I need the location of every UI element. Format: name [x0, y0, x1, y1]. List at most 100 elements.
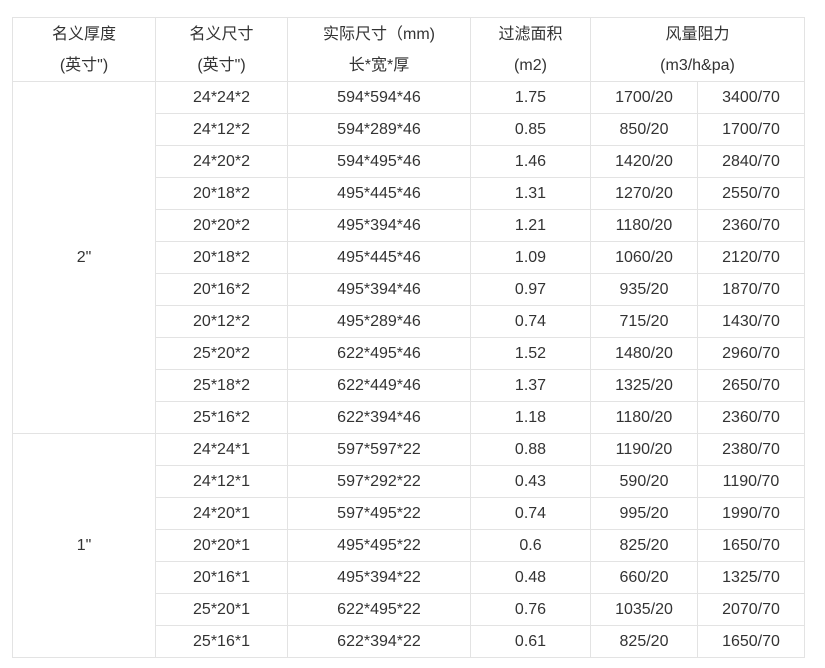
nominal-size-cell: 20*18*2 [155, 241, 288, 274]
filter-area-cell: 0.6 [470, 529, 591, 562]
filter-area-cell: 0.74 [470, 305, 591, 338]
table-row: 24*12*1 597*292*22 0.43 590/20 1190/70 [13, 465, 806, 498]
nominal-size-cell: 25*16*1 [155, 625, 288, 658]
header-line: 风量阻力 [665, 25, 730, 43]
filter-area-cell: 1.52 [470, 337, 591, 370]
header-nominal-size: 名义尺寸 (英寸") [155, 17, 288, 82]
filter-area-cell: 1.46 [470, 145, 591, 178]
actual-size-cell: 495*495*22 [287, 529, 471, 562]
table-row: 20*18*2 495*445*46 1.09 1060/20 2120/70 [13, 241, 806, 274]
table-row: 20*20*1 495*495*22 0.6 825/20 1650/70 [13, 529, 806, 562]
airflow-low-cell: 660/20 [590, 561, 698, 594]
airflow-high-cell: 3400/70 [696, 81, 806, 114]
thickness-cell: 2" [12, 81, 156, 434]
table-row: 2" 24*24*2 594*594*46 1.75 1700/20 3400/70 [12, 81, 806, 434]
table-row: 24*20*1 597*495*22 0.74 995/20 1990/70 [13, 497, 806, 530]
actual-size-cell: 495*445*46 [287, 241, 471, 274]
airflow-low-cell: 590/20 [590, 465, 698, 498]
nominal-size-cell: 24*20*2 [155, 145, 288, 178]
filter-spec-table: 名义厚度 (英寸") 名义尺寸 (英寸") 实际尺寸（mm) 长*宽*厚 过滤面积 (m… [12, 17, 806, 658]
header-thickness: 名义厚度 (英寸") [12, 17, 156, 82]
filter-area-cell: 0.48 [470, 561, 591, 594]
airflow-low-cell: 1480/20 [590, 337, 698, 370]
nominal-size-cell: 20*20*1 [155, 529, 288, 562]
filter-area-cell: 0.76 [470, 593, 591, 626]
airflow-low-cell: 1060/20 [590, 241, 698, 274]
nominal-size-cell: 24*20*1 [155, 497, 288, 530]
header-line: (英寸") [197, 56, 246, 74]
table-row: 20*18*2 495*445*46 1.31 1270/20 2550/70 [13, 177, 806, 210]
airflow-high-cell: 2840/70 [696, 145, 806, 178]
actual-size-cell: 622*449*46 [287, 369, 471, 402]
nominal-size-cell: 20*12*2 [155, 305, 288, 338]
airflow-low-cell: 825/20 [590, 529, 698, 562]
header-line: 名义尺寸 [189, 25, 254, 43]
header-line: (英寸") [59, 56, 109, 74]
airflow-high-cell: 1430/70 [696, 305, 806, 338]
nominal-size-cell: 20*20*2 [155, 209, 288, 242]
airflow-low-cell: 1700/20 [590, 81, 698, 114]
table-row: 25*16*1 622*394*22 0.61 825/20 1650/70 [13, 625, 806, 658]
actual-size-cell: 622*495*46 [287, 337, 471, 370]
airflow-high-cell: 1870/70 [696, 273, 806, 306]
airflow-low-cell: 1270/20 [590, 177, 698, 210]
actual-size-cell: 495*394*22 [287, 561, 471, 594]
nominal-size-cell: 24*24*2 [155, 81, 288, 114]
header-line: (m3/h&pa) [660, 56, 735, 74]
airflow-high-cell: 1190/70 [696, 465, 806, 498]
filter-area-cell: 1.31 [470, 177, 591, 210]
table-row: 20*20*2 495*394*46 1.21 1180/20 2360/70 [13, 209, 806, 242]
nominal-size-cell: 24*12*1 [155, 465, 288, 498]
header-line: 长*宽*厚 [348, 56, 410, 74]
nominal-size-cell: 24*24*1 [155, 433, 288, 466]
nominal-size-cell: 20*16*1 [155, 561, 288, 594]
nominal-size-cell: 25*18*2 [155, 369, 288, 402]
airflow-high-cell: 2120/70 [696, 241, 806, 274]
filter-area-cell: 1.18 [470, 401, 591, 434]
airflow-low-cell: 1420/20 [590, 145, 698, 178]
airflow-high-cell: 2360/70 [696, 401, 806, 434]
airflow-low-cell: 825/20 [590, 625, 698, 658]
actual-size-cell: 597*597*22 [287, 433, 471, 466]
table-row: 25*20*1 622*495*22 0.76 1035/20 2070/70 [13, 593, 806, 626]
actual-size-cell: 622*394*46 [287, 401, 471, 434]
airflow-low-cell: 1035/20 [590, 593, 698, 626]
filter-area-cell: 0.61 [470, 625, 591, 658]
airflow-high-cell: 1325/70 [696, 561, 806, 594]
airflow-high-cell: 1700/70 [696, 113, 806, 146]
filter-area-cell: 1.21 [470, 209, 591, 242]
thickness-cell: 1" [12, 433, 156, 658]
nominal-size-cell: 20*18*2 [155, 177, 288, 210]
nominal-size-cell: 25*20*1 [155, 593, 288, 626]
table-row: 20*16*2 495*394*46 0.97 935/20 1870/70 [13, 273, 806, 306]
actual-size-cell: 495*394*46 [287, 273, 471, 306]
header-air-resistance: 风量阻力 (m3/h&pa) [589, 17, 806, 82]
table-row: 24*20*2 594*495*46 1.46 1420/20 2840/70 [13, 145, 806, 178]
filter-area-cell: 1.37 [470, 369, 591, 402]
airflow-low-cell: 1180/20 [590, 401, 698, 434]
airflow-low-cell: 1180/20 [590, 209, 698, 242]
actual-size-cell: 597*292*22 [287, 465, 471, 498]
airflow-low-cell: 1325/20 [590, 369, 698, 402]
header-line: 实际尺寸（mm) [323, 25, 435, 43]
actual-size-cell: 622*394*22 [287, 625, 471, 658]
airflow-high-cell: 1990/70 [696, 497, 806, 530]
airflow-low-cell: 850/20 [590, 113, 698, 146]
airflow-low-cell: 995/20 [590, 497, 698, 530]
table-row: 25*18*2 622*449*46 1.37 1325/20 2650/70 [13, 369, 806, 402]
header-filter-area: 过滤面积 (m2) [470, 17, 591, 82]
airflow-high-cell: 2360/70 [696, 209, 806, 242]
actual-size-cell: 594*594*46 [287, 81, 471, 114]
actual-size-cell: 495*289*46 [287, 305, 471, 338]
actual-size-cell: 594*289*46 [287, 113, 471, 146]
actual-size-cell: 597*495*22 [287, 497, 471, 530]
actual-size-cell: 594*495*46 [287, 145, 471, 178]
header-line: (m2) [514, 56, 547, 74]
airflow-high-cell: 2550/70 [696, 177, 806, 210]
airflow-high-cell: 2960/70 [696, 337, 806, 370]
filter-area-cell: 0.43 [470, 465, 591, 498]
airflow-high-cell: 2380/70 [696, 433, 806, 466]
nominal-size-cell: 24*12*2 [155, 113, 288, 146]
actual-size-cell: 622*495*22 [287, 593, 471, 626]
airflow-high-cell: 2070/70 [696, 593, 806, 626]
